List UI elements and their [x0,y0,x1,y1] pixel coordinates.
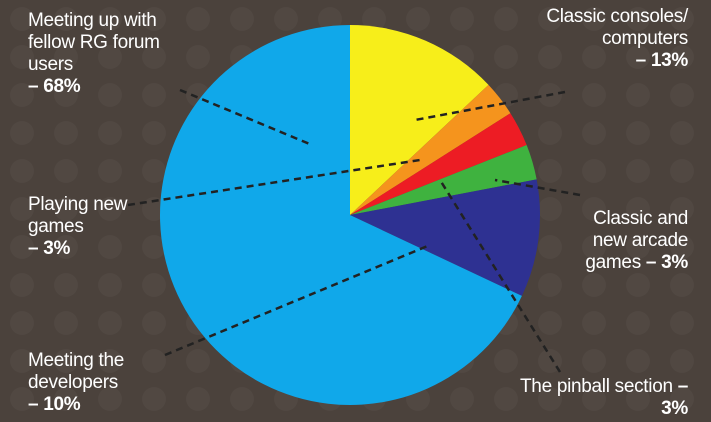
pie-slice [350,145,537,215]
value-label: – 3% [645,252,688,273]
leader-line [438,179,562,373]
slice-label: The pinball section – 3% [508,376,688,420]
slice-label: Meeting the developers – 10% [28,350,153,416]
value-label: – 3% [661,376,688,419]
category-label: Meeting the developers [28,350,124,393]
leader-line [127,158,421,207]
slice-label: Meeting up with fellow RG forum users – 6… [28,10,178,98]
pie-slice [350,179,541,296]
value-label: – 10% [28,394,81,415]
leader-line [414,90,566,122]
leader-line [494,178,581,197]
slice-label: Playing new games – 3% [28,194,148,260]
category-label: Meeting up with fellow RG forum users [28,10,160,75]
slice-label: Classic and new arcade games – 3% [558,208,688,274]
value-label: – 3% [28,238,71,259]
category-label: Classic consoles/ computers [546,6,688,49]
pie-slice [350,113,527,215]
value-label: – 13% [635,50,689,71]
pie-slice [350,84,511,215]
category-label: The pinball section [520,376,673,397]
value-label: – 68% [28,76,81,97]
category-label: Classic and new arcade games [585,208,688,273]
category-label: Playing new games [28,194,128,237]
leader-lines [127,88,581,373]
slice-label: Classic consoles/ computers – 13% [538,6,688,72]
